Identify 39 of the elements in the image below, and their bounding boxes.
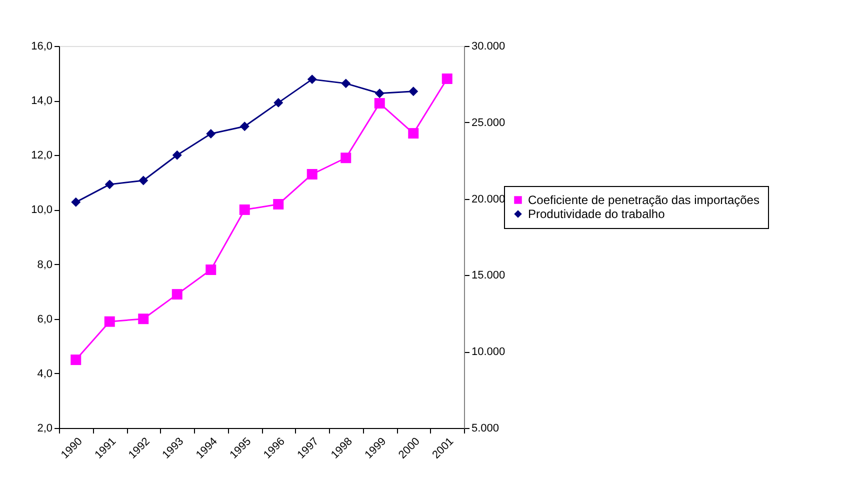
y2-tick-label: 10.000 <box>472 346 506 358</box>
point <box>239 204 250 215</box>
y-tick-label: 2,0 <box>37 422 52 434</box>
point <box>307 74 317 84</box>
point <box>306 169 318 180</box>
y-tick-label: 12,0 <box>31 150 52 162</box>
point <box>70 354 82 366</box>
point <box>206 128 216 138</box>
point <box>172 289 182 300</box>
point <box>274 98 284 108</box>
y-tick-label: 10,0 <box>31 204 52 216</box>
y2-tick-label: 25.000 <box>472 116 506 129</box>
point <box>374 98 385 109</box>
point <box>240 122 250 132</box>
point <box>374 88 384 98</box>
point <box>104 316 115 327</box>
y-tick-label: 16,0 <box>31 40 52 52</box>
point <box>408 86 418 96</box>
legend-label: Produtividade do trabalho <box>528 207 666 221</box>
y2-tick-label: 15.000 <box>472 270 506 282</box>
point <box>138 176 148 186</box>
point <box>341 78 351 88</box>
y2-tick-label: 5.000 <box>472 422 500 434</box>
point <box>408 128 419 139</box>
point <box>442 74 452 84</box>
point <box>172 150 182 160</box>
y-tick-label: 4,0 <box>37 368 52 380</box>
y-tick-label: 6,0 <box>37 313 52 326</box>
point <box>273 199 284 210</box>
point <box>206 264 216 275</box>
y2-tick-label: 30.000 <box>472 40 506 52</box>
point <box>138 314 149 324</box>
y2-tick-label: 20.000 <box>472 193 506 206</box>
point <box>104 180 114 190</box>
y-tick-label: 8,0 <box>37 258 52 271</box>
y-tick-label: 14,0 <box>31 95 52 108</box>
point <box>71 197 81 207</box>
point <box>340 152 352 164</box>
legend-label: Coeficiente de penetração das importações <box>528 193 760 207</box>
